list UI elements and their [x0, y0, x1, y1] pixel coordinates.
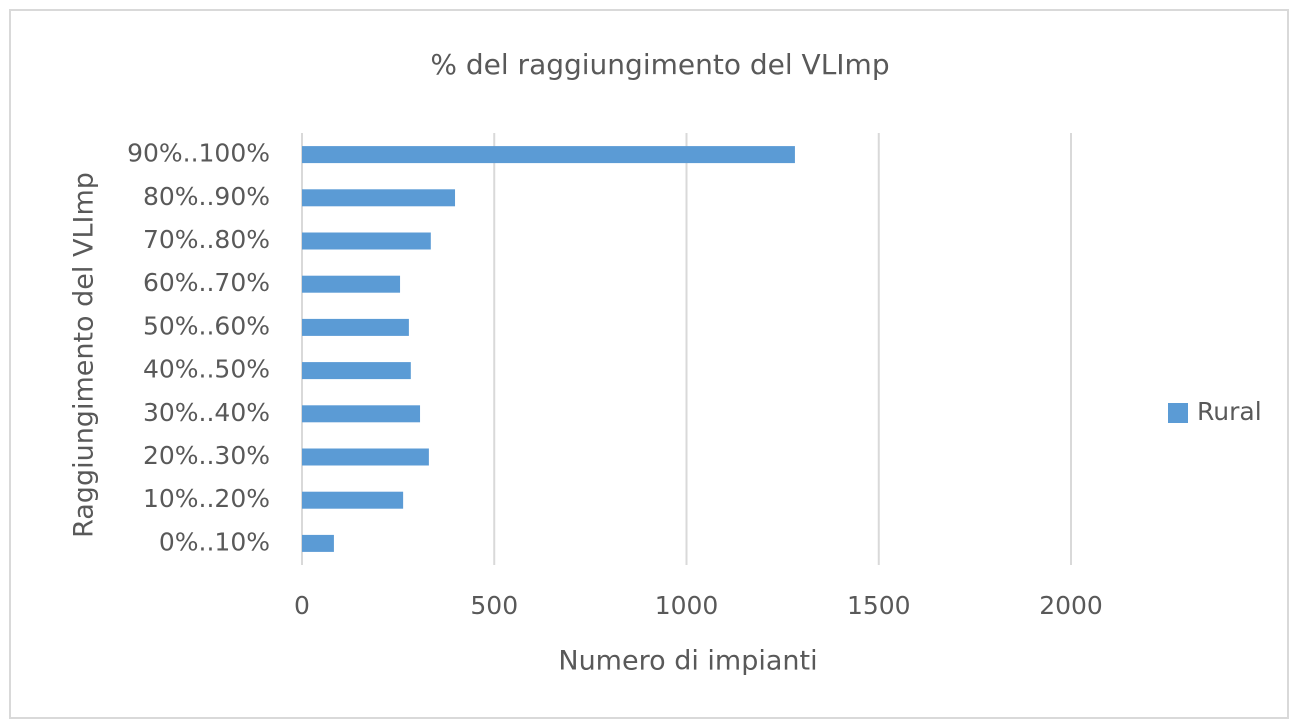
bar — [302, 448, 429, 466]
x-tick-label: 2000 — [1039, 591, 1103, 620]
y-tick-label: 90%..100% — [127, 139, 270, 168]
bar — [302, 232, 431, 250]
x-tick-label: 0 — [294, 591, 310, 620]
bar — [302, 275, 401, 293]
y-tick-label: 20%..30% — [143, 441, 270, 470]
bar — [302, 362, 411, 380]
bar — [302, 318, 409, 336]
y-tick-label: 50%..60% — [143, 311, 270, 340]
chart-title: % del raggiungimento del VLImp — [430, 48, 889, 81]
x-tick-label: 500 — [470, 591, 518, 620]
bar — [302, 405, 421, 423]
legend-label: Rural — [1197, 397, 1262, 426]
y-tick-label: 60%..70% — [143, 268, 270, 297]
legend-swatch — [1168, 403, 1188, 423]
chart-frame — [9, 9, 1289, 719]
y-tick-label: 80%..90% — [143, 182, 270, 211]
y-tick-label: 40%..50% — [143, 355, 270, 384]
x-tick-label: 1500 — [847, 591, 911, 620]
y-tick-label: 0%..10% — [159, 527, 270, 556]
bar — [302, 146, 795, 164]
y-tick-label: 10%..20% — [143, 484, 270, 513]
bar — [302, 491, 404, 509]
y-tick-label: 70%..80% — [143, 225, 270, 254]
bar — [302, 534, 334, 552]
x-tick-label: 1000 — [655, 591, 719, 620]
y-tick-label: 30%..40% — [143, 398, 270, 427]
y-axis-title: Raggiungimento del VLImp — [69, 172, 100, 538]
x-axis-title: Numero di impianti — [558, 646, 817, 677]
bar — [302, 189, 456, 207]
